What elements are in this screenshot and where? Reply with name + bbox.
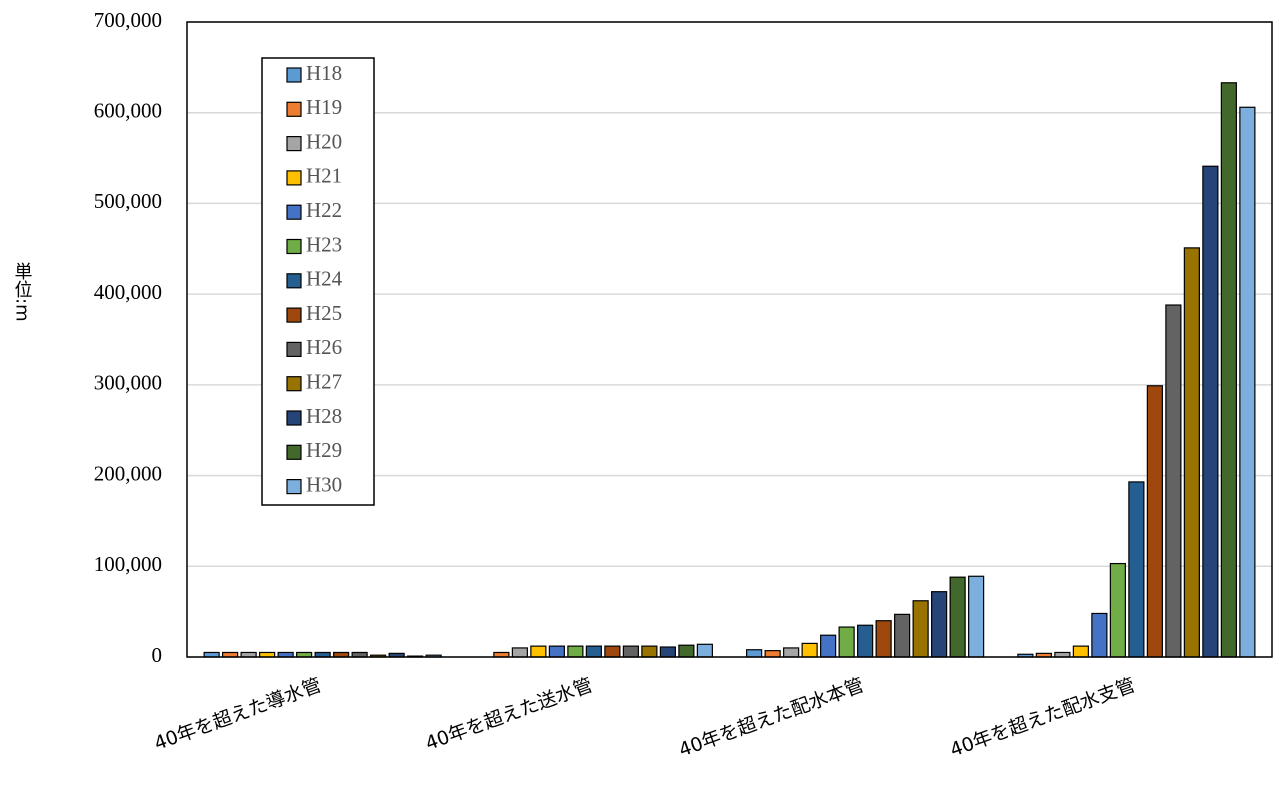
y-tick-label: 0 [152, 643, 163, 667]
bar [585, 645, 602, 658]
bar [912, 600, 929, 658]
legend-label: H26 [306, 335, 342, 359]
bar [1146, 385, 1163, 658]
bar [548, 645, 565, 658]
x-tick-label: 40年を超えた配水本管 [676, 674, 867, 761]
bar [511, 647, 528, 658]
legend-label: H27 [306, 370, 342, 394]
legend-label: H23 [306, 232, 342, 256]
legend-swatch [286, 341, 302, 357]
legend-swatch [286, 170, 302, 186]
bar [567, 645, 584, 658]
bar [678, 644, 695, 658]
bar [1239, 106, 1256, 658]
legend-label: H28 [306, 404, 342, 428]
x-tick-label: 40年を超えた導水管 [151, 674, 324, 755]
legend-label: H21 [306, 164, 342, 188]
bar [838, 626, 855, 658]
bar [1091, 612, 1108, 658]
legend-label: H25 [306, 301, 342, 325]
legend-swatch [286, 136, 302, 152]
bar [783, 647, 800, 658]
legend-label: H29 [306, 438, 342, 462]
bar [875, 620, 892, 658]
bar [622, 645, 639, 658]
legend-label: H22 [306, 198, 342, 222]
y-tick-label: 500,000 [94, 189, 162, 213]
bar [604, 645, 621, 658]
legend-swatch [286, 204, 302, 220]
bar [1128, 481, 1145, 658]
legend-swatch [286, 307, 302, 323]
bar [764, 650, 781, 658]
bar [1165, 304, 1182, 658]
legend-swatch [286, 238, 302, 255]
legend-swatch [286, 376, 302, 392]
legend-label: H20 [306, 129, 342, 153]
bar [968, 575, 985, 658]
legend-label: H19 [306, 95, 342, 119]
bar [696, 643, 713, 658]
plot-border [186, 21, 1273, 658]
legend-swatch [286, 479, 302, 495]
legend-swatch [286, 101, 302, 117]
bar [530, 645, 547, 658]
bar [820, 634, 837, 658]
bar [641, 645, 658, 658]
bar [1072, 645, 1089, 658]
x-tick-label: 40年を超えた送水管 [422, 674, 595, 755]
y-tick-label: 600,000 [94, 99, 162, 123]
legend-swatch [286, 67, 302, 83]
bar [894, 613, 911, 658]
bar [857, 624, 874, 658]
legend-swatch [286, 444, 302, 460]
bar [1202, 165, 1219, 658]
bar [801, 642, 818, 658]
y-tick-label: 700,000 [94, 8, 162, 32]
y-tick-label: 100,000 [94, 552, 162, 576]
legend-swatch [286, 410, 302, 426]
bar [659, 646, 676, 658]
bar [746, 649, 763, 658]
bar [949, 576, 966, 658]
legend-label: H30 [306, 472, 342, 496]
bar [931, 591, 948, 658]
legend-box [261, 57, 375, 506]
legend-label: H18 [306, 61, 342, 85]
y-tick-label: 300,000 [94, 371, 162, 395]
x-tick-label: 40年を超えた配水支管 [947, 674, 1138, 761]
legend-swatch [286, 273, 302, 289]
bar [1183, 247, 1200, 658]
y-tick-label: 400,000 [94, 280, 162, 304]
legend-label: H24 [306, 267, 343, 291]
y-axis-label: 単位:m [12, 262, 33, 322]
bar [1109, 562, 1126, 658]
bar [1220, 82, 1237, 658]
y-tick-label: 200,000 [94, 461, 162, 485]
